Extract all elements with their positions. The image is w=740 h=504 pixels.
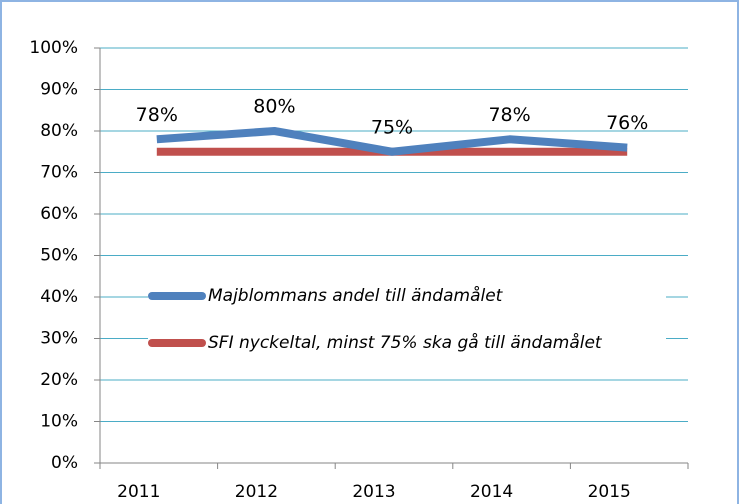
x-tick-label: 2013 — [352, 482, 395, 502]
y-tick-label: 50% — [40, 246, 78, 266]
x-tick-label: 2015 — [588, 482, 631, 502]
x-tick-label: 2012 — [235, 482, 278, 502]
x-tick-label: 2014 — [470, 482, 513, 502]
y-tick-label: 40% — [40, 287, 78, 307]
data-label: 80% — [253, 96, 295, 118]
legend-box — [148, 278, 666, 362]
y-tick-label: 100% — [29, 38, 78, 58]
x-tick-label: 2011 — [117, 482, 160, 502]
y-tick-label: 0% — [51, 453, 78, 473]
y-tick-label: 10% — [40, 412, 78, 432]
data-label: 78% — [136, 104, 178, 126]
data-label: 75% — [371, 116, 413, 138]
y-tick-label: 90% — [40, 80, 78, 100]
y-tick-label: 20% — [40, 370, 78, 390]
y-tick-label: 60% — [40, 204, 78, 224]
legend-label: SFI nyckeltal, minst 75% ska gå till änd… — [208, 332, 603, 353]
series-line — [156, 127, 628, 156]
y-tick-label: 80% — [40, 121, 78, 141]
data-label: 78% — [488, 104, 530, 126]
legend-label: Majblommans andel till ändamålet — [208, 285, 504, 306]
data-label: 76% — [606, 112, 648, 134]
y-tick-label: 70% — [40, 163, 78, 183]
y-tick-label: 30% — [40, 329, 78, 349]
